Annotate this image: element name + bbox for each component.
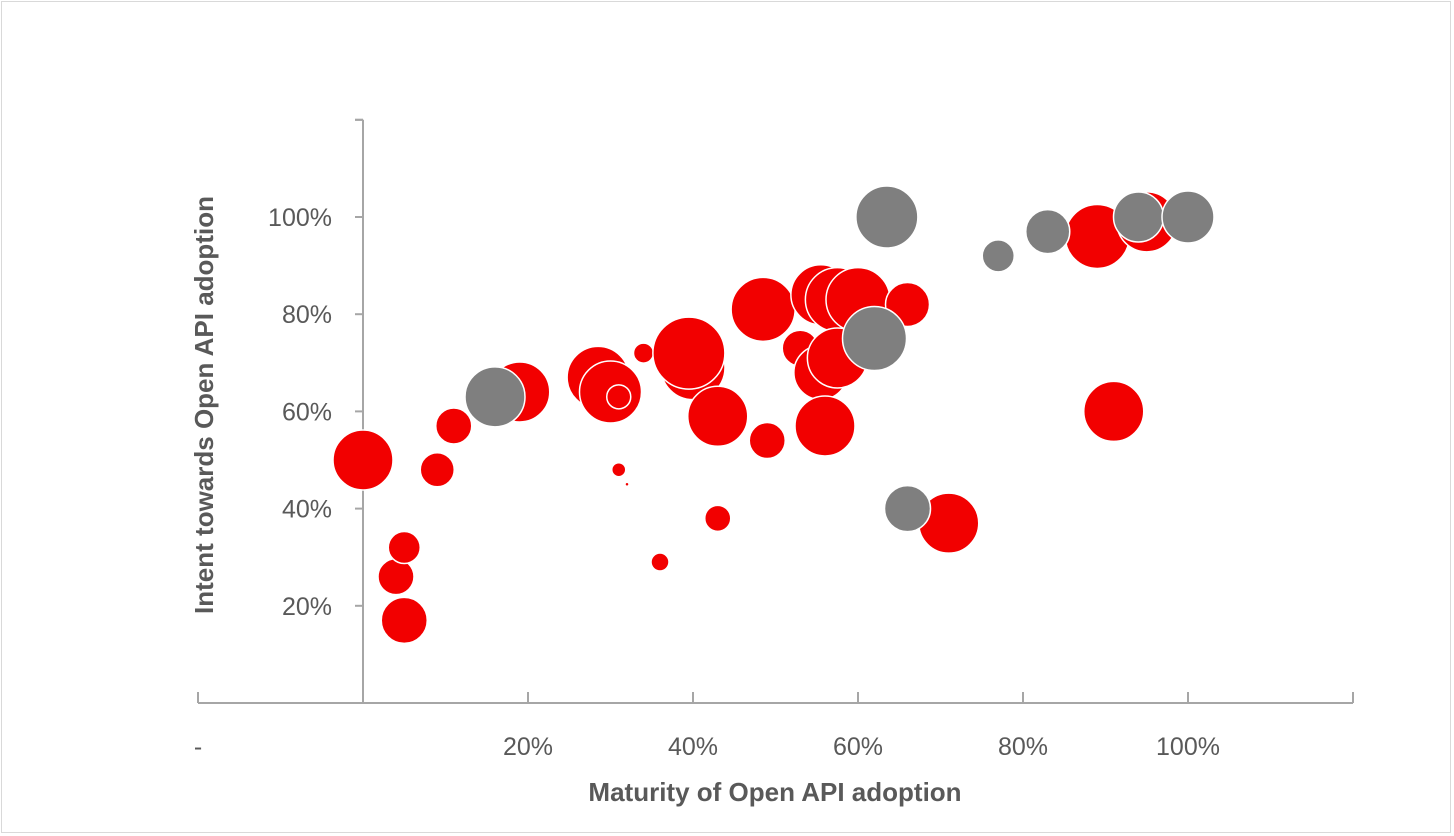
y-tick-label: 80% xyxy=(282,301,332,329)
red-bubble xyxy=(794,395,856,457)
grey-bubble xyxy=(841,305,908,372)
red-bubble xyxy=(332,429,394,491)
grey-bubble xyxy=(981,239,1015,273)
y-axis-title: Intent towards Open API adoption xyxy=(189,196,219,614)
grey-bubble xyxy=(1025,208,1071,255)
red-bubble xyxy=(650,552,670,572)
red-bubble xyxy=(380,596,428,645)
red-bubble xyxy=(1083,380,1145,443)
red-bubble xyxy=(419,451,455,488)
x-tick-label: 20% xyxy=(503,733,553,761)
red-bubble xyxy=(704,504,732,533)
grey-bubble xyxy=(464,366,526,428)
red-bubble xyxy=(611,461,627,478)
y-tick-label: 60% xyxy=(282,398,332,426)
grey-bubble xyxy=(855,185,919,249)
red-bubble xyxy=(652,316,726,390)
red-bubble xyxy=(730,276,796,343)
y-tick-label: 100% xyxy=(268,204,332,232)
red-bubble xyxy=(377,557,415,596)
x-tick-label: 80% xyxy=(998,733,1048,761)
red-bubble xyxy=(632,342,655,364)
red-bubble xyxy=(687,385,749,448)
axes xyxy=(197,118,1354,704)
y-tick-label: 40% xyxy=(282,496,332,524)
red-bubble xyxy=(606,384,632,410)
grey-bubble xyxy=(1112,191,1165,243)
x-axis-title: Maturity of Open API adoption xyxy=(588,777,961,807)
red-bubble xyxy=(435,407,473,445)
grey-bubble xyxy=(1161,190,1215,244)
x-tick-label: 60% xyxy=(833,733,883,761)
grey-bubble xyxy=(883,484,932,533)
y-tick-label: 20% xyxy=(282,593,332,621)
x-tick-label: 40% xyxy=(668,733,718,761)
red-bubble xyxy=(624,481,630,488)
red-bubble xyxy=(387,530,421,565)
red-bubble xyxy=(748,421,786,460)
tick-labels: - 20% 40% 60% 80% 100% 20% 40% 60% 80% 100% xyxy=(194,204,1220,761)
bubbles xyxy=(332,185,1215,645)
x-tick-label: - xyxy=(194,733,202,761)
x-tick-label: 100% xyxy=(1156,733,1220,761)
